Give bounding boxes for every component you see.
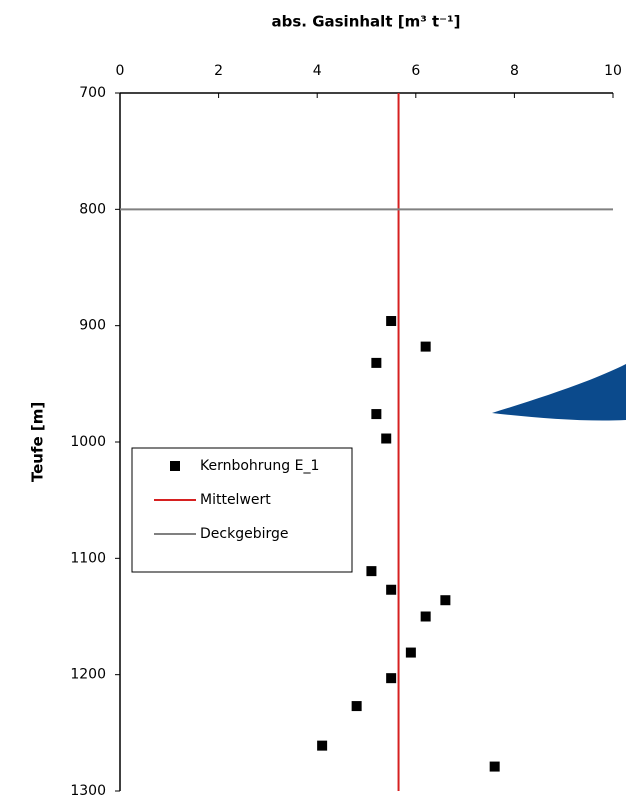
legend-label: Kernbohrung E_1: [200, 458, 319, 474]
data-point: [420, 611, 431, 622]
y-tick-label: 1200: [70, 667, 106, 683]
y-tick-label: 800: [79, 201, 106, 217]
x-axis-title: abs. Gasinhalt [m³ t⁻¹]: [271, 13, 460, 31]
data-point: [386, 584, 397, 595]
data-point: [405, 647, 416, 658]
y-tick-label: 1000: [70, 434, 106, 450]
data-point: [366, 566, 377, 577]
data-point: [317, 740, 328, 751]
legend-label: Mittelwert: [200, 492, 271, 508]
data-point: [489, 761, 500, 772]
data-point: [351, 701, 362, 712]
x-tick-label: 0: [116, 63, 125, 79]
y-tick-label: 1100: [70, 550, 106, 566]
x-tick-label: 4: [313, 63, 322, 79]
x-tick-label: 6: [411, 63, 420, 79]
data-point: [386, 673, 397, 684]
y-tick-label: 1300: [70, 783, 106, 799]
x-tick-label: 10: [604, 63, 622, 79]
y-tick-label: 900: [79, 318, 106, 334]
legend-box: [131, 447, 353, 573]
data-point: [371, 409, 382, 420]
data-point: [386, 316, 397, 327]
legend-label: Deckgebirge: [200, 526, 288, 542]
data-point: [371, 357, 382, 368]
y-axis-title: Teufe [m]: [29, 402, 47, 482]
data-point: [420, 341, 431, 352]
y-tick-label: 700: [79, 85, 106, 101]
data-point: [381, 433, 392, 444]
x-tick-label: 8: [510, 63, 519, 79]
data-point: [440, 595, 451, 606]
decoration-shape: [492, 364, 626, 421]
legend-marker: [170, 461, 180, 471]
legend: Kernbohrung E_1 Mittelwert Deckgebirge: [131, 447, 353, 573]
x-tick-label: 2: [214, 63, 223, 79]
